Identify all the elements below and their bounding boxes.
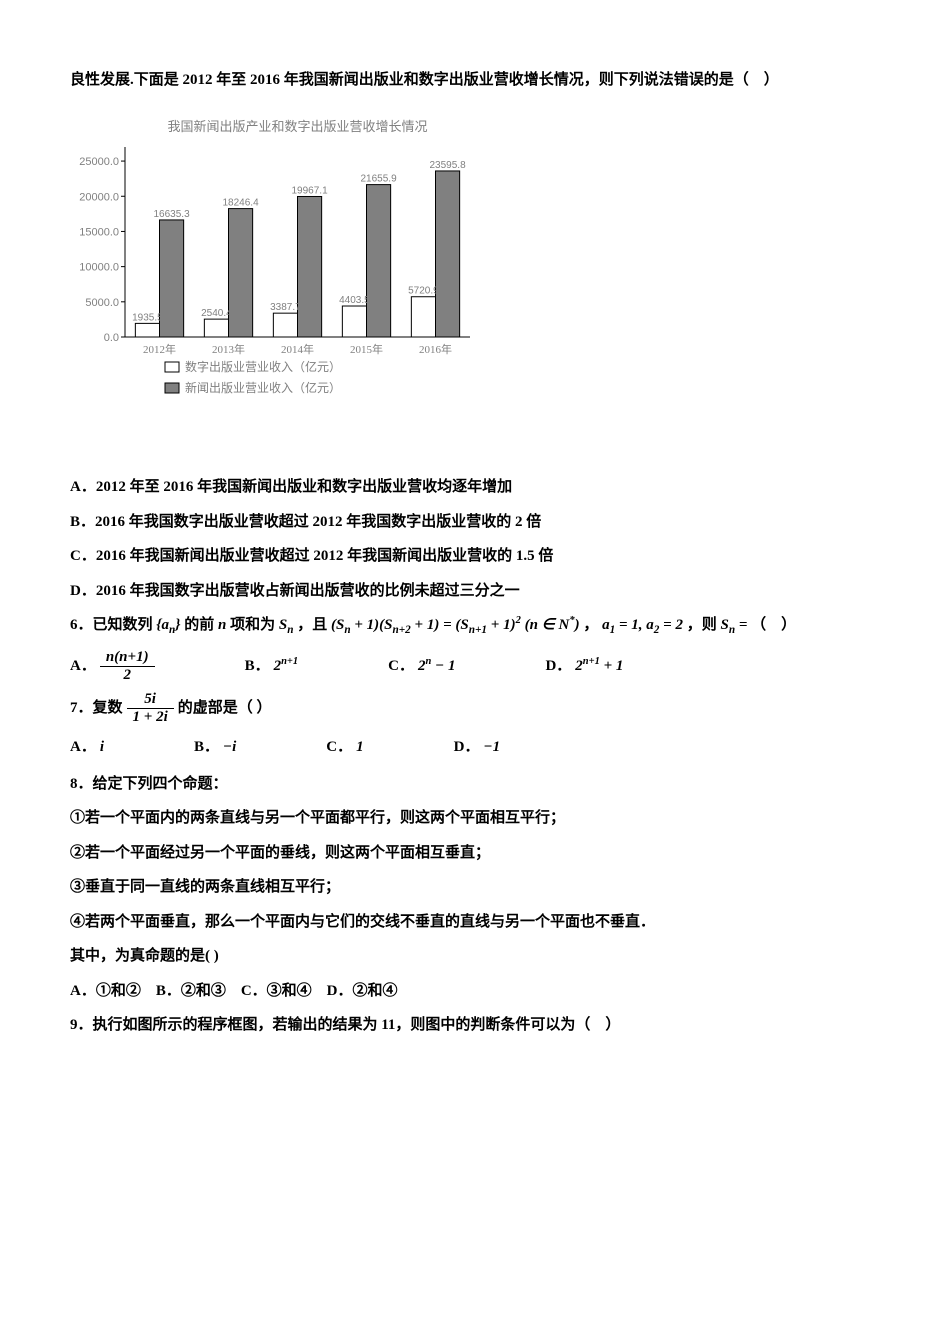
q8-p4: ④若两个平面垂直，那么一个平面内与它们的交线不垂直的直线与另一个平面也不垂直． xyxy=(70,908,880,937)
svg-text:2012年: 2012年 xyxy=(143,342,176,356)
q5-opt-b: B．2016 年我国数字出版业营收超过 2012 年我国数字出版业营收的 2 倍 xyxy=(70,508,880,537)
q7-opt-d-val: −1 xyxy=(483,733,500,762)
q6-opt-a-label: A． xyxy=(70,652,96,681)
svg-text:21655.9: 21655.9 xyxy=(360,173,397,184)
svg-text:4403.5: 4403.5 xyxy=(339,295,370,306)
q6-opt-c-label: C． xyxy=(388,652,414,681)
svg-text:2015年: 2015年 xyxy=(350,342,383,356)
q8-p2: ②若一个平面经过另一个平面的垂线，则这两个平面相互垂直； xyxy=(70,839,880,868)
q6-pre: 6．已知数列 xyxy=(70,617,153,633)
q8-stem: 8．给定下列四个命题： xyxy=(70,770,880,799)
q6-init: a1 = 1, a2 = 2 xyxy=(602,617,683,633)
q6-ask: Sn = xyxy=(720,617,747,633)
q6-opt-a: A． n(n+1)2 xyxy=(70,649,155,683)
q7-pre: 7．复数 xyxy=(70,694,123,723)
svg-text:15000.0: 15000.0 xyxy=(79,226,119,238)
q7-opt-a: A．i xyxy=(70,733,104,762)
q6-sn: Sn xyxy=(279,617,294,633)
svg-text:2016年: 2016年 xyxy=(419,342,452,356)
svg-text:18246.4: 18246.4 xyxy=(222,197,259,208)
q5-opt-a: A．2012 年至 2016 年我国新闻出版业和数字出版业营收均逐年增加 xyxy=(70,473,880,502)
svg-text:数字出版业营业收入（亿元）: 数字出版业营业收入（亿元） xyxy=(185,359,341,374)
q5-stem: 良性发展.下面是 2012 年至 2016 年我国新闻出版业和数字出版业营收增长… xyxy=(70,66,880,95)
svg-text:3387.7: 3387.7 xyxy=(270,302,301,313)
revenue-chart: 我国新闻出版产业和数字出版业营收增长情况 0.0 5000.0 10000.0 1500… xyxy=(70,117,480,448)
svg-text:0.0: 0.0 xyxy=(104,332,119,344)
q7-opt-d: D．−1 xyxy=(454,733,500,762)
q6-opt-d-label: D． xyxy=(545,652,571,681)
q6-opt-d: D． 2n+1 + 1 xyxy=(545,649,623,683)
svg-text:我国新闻出版产业和数字出版业营收增长情况: 我国新闻出版产业和数字出版业营收增长情况 xyxy=(167,119,427,134)
svg-text:2014年: 2014年 xyxy=(281,342,314,356)
svg-text:新闻出版业营业收入（亿元）: 新闻出版业营业收入（亿元） xyxy=(185,380,341,395)
q7-opt-b: B．−i xyxy=(194,733,236,762)
q7-opt-a-label: A． xyxy=(70,733,96,762)
q7-tail: 的虚部是（ ） xyxy=(178,694,272,723)
q6-opt-a-frac: n(n+1)2 xyxy=(100,649,155,683)
q9-stem: 9．执行如图所示的程序框图，若输出的结果为 11，则图中的判断条件可以为（ ） xyxy=(70,1011,880,1040)
q7-opt-b-label: B． xyxy=(194,733,219,762)
q6-opt-c: C． 2n − 1 xyxy=(388,649,455,683)
q7-opt-c: C．1 xyxy=(326,733,363,762)
svg-text:1935.5: 1935.5 xyxy=(132,312,163,323)
q6-seq: {an} xyxy=(156,617,180,633)
q6-stem: 6．已知数列 {an} 的前 n 项和为 Sn ，且 (Sn + 1)(Sn+2… xyxy=(70,611,880,641)
q5-opt-c: C．2016 年我国新闻出版业营收超过 2012 年我国新闻出版业营收的 1.5… xyxy=(70,542,880,571)
q7-opt-c-label: C． xyxy=(326,733,352,762)
svg-text:20000.0: 20000.0 xyxy=(79,191,119,203)
q8-p3: ③垂直于同一直线的两条直线相互平行； xyxy=(70,873,880,902)
q6-options: A． n(n+1)2 B． 2n+1 C． 2n − 1 D． 2n+1 + 1 xyxy=(70,649,880,683)
q6-opt-b-label: B． xyxy=(245,652,270,681)
svg-text:19967.1: 19967.1 xyxy=(291,185,328,196)
q6-tail: （ ） xyxy=(751,617,796,633)
q7-opt-d-label: D． xyxy=(454,733,480,762)
svg-text:10000.0: 10000.0 xyxy=(79,261,119,273)
q8-p1: ①若一个平面内的两条直线与另一个平面都平行，则这两个平面相互平行； xyxy=(70,804,880,833)
q7-opt-c-val: 1 xyxy=(356,733,364,762)
svg-text:16635.3: 16635.3 xyxy=(153,208,190,219)
q6-mid: 的前 xyxy=(184,617,214,633)
q7-stem: 7．复数 5i1 + 2i 的虚部是（ ） xyxy=(70,691,880,725)
q5-opt-d: D．2016 年我国数字出版营收占新闻出版营收的比例未超过三分之一 xyxy=(70,577,880,606)
q8-ask: 其中，为真命题的是( ) xyxy=(70,942,880,971)
q6-opt-b: B． 2n+1 xyxy=(245,649,299,683)
svg-text:23595.8: 23595.8 xyxy=(429,159,466,170)
q7-options: A．i B．−i C．1 D．−1 xyxy=(70,733,880,762)
q7-opt-b-val: −i xyxy=(223,733,236,762)
q6-cond-tail: ，则 xyxy=(687,617,717,633)
svg-text:2013年: 2013年 xyxy=(212,342,245,356)
q6-n: n xyxy=(218,617,230,633)
svg-text:5000.0: 5000.0 xyxy=(85,296,119,308)
svg-text:5720.9: 5720.9 xyxy=(408,285,439,296)
q6-mid2: 项和为 xyxy=(230,617,275,633)
svg-text:2540.4: 2540.4 xyxy=(201,308,232,319)
q6-opt-d-val: 2n+1 + 1 xyxy=(575,652,623,681)
q6-opt-b-val: 2n+1 xyxy=(274,652,299,681)
q6-eq: (Sn + 1)(Sn+2 + 1) = (Sn+1 + 1)2 (n ∈ N*… xyxy=(331,617,580,633)
q8-opts: A．①和② B．②和③ C．③和④ D．②和④ xyxy=(70,977,880,1006)
q7-opt-a-val: i xyxy=(100,733,104,762)
q7-frac: 5i1 + 2i xyxy=(127,691,174,725)
q6-opt-c-val: 2n − 1 xyxy=(418,652,455,681)
svg-text:25000.0: 25000.0 xyxy=(79,156,119,168)
